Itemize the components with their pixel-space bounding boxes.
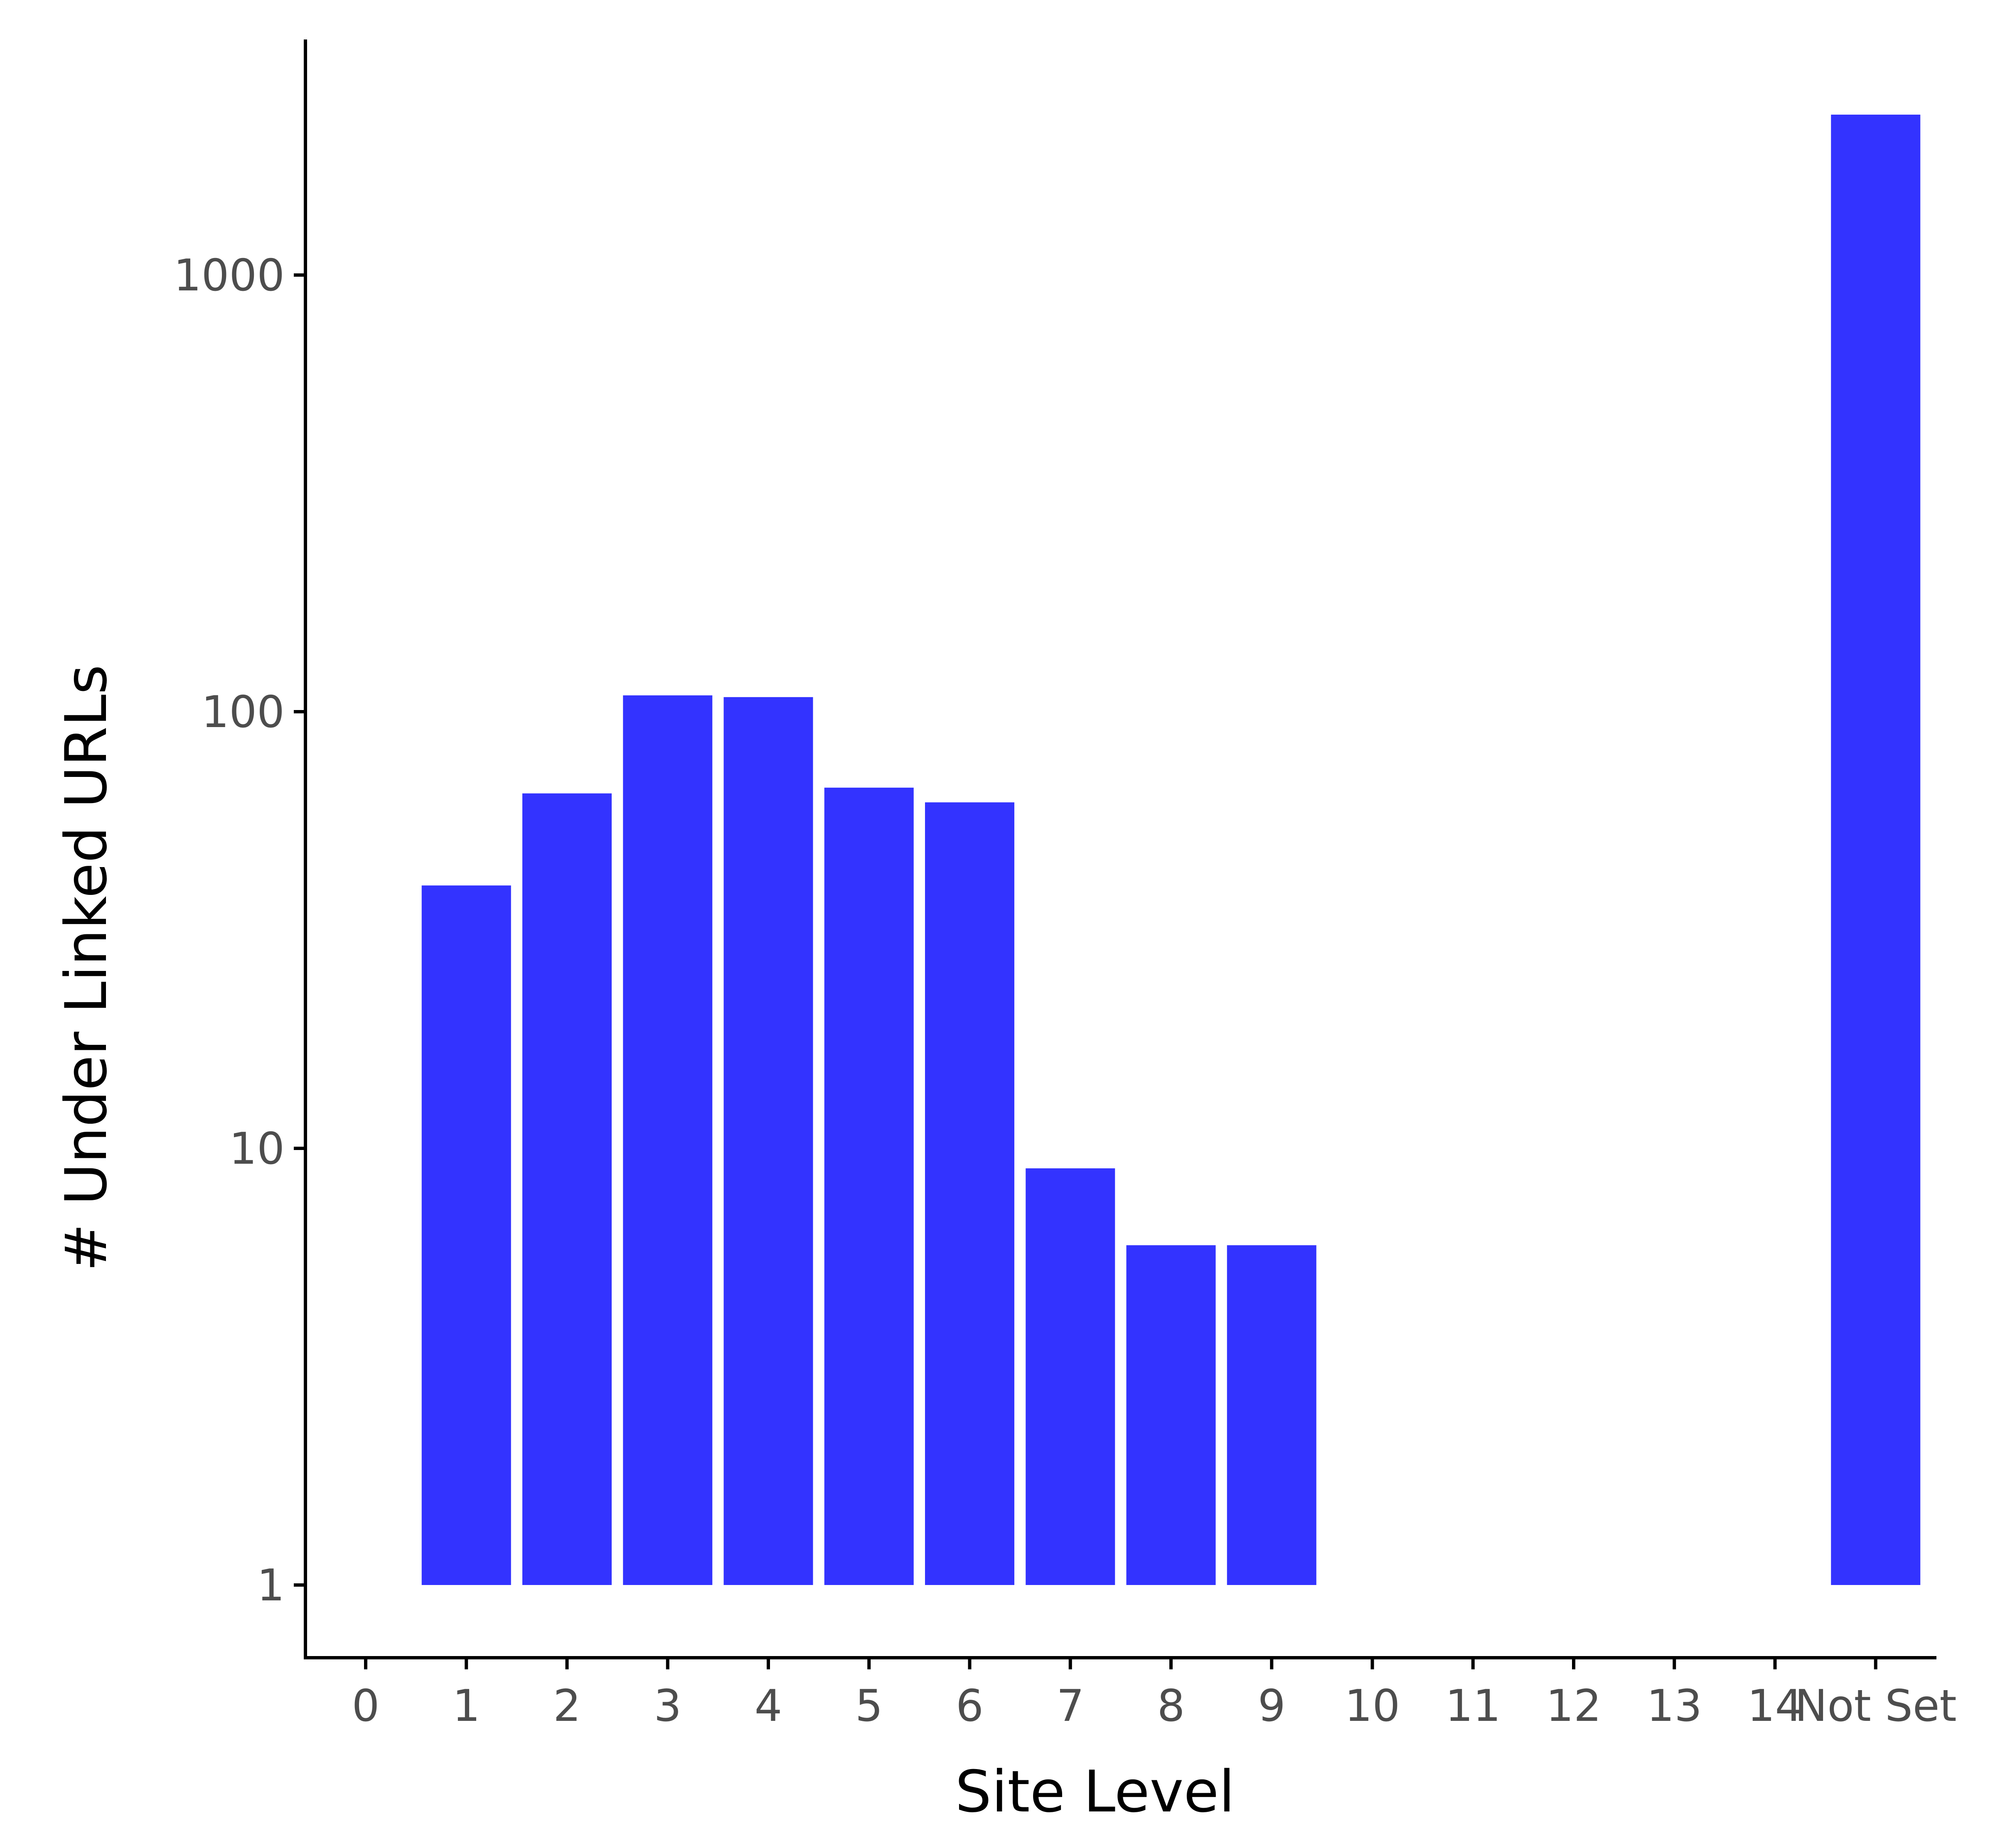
- bar-2: [522, 793, 612, 1585]
- x-tick-label: 2: [553, 1681, 581, 1731]
- bar-4: [723, 697, 813, 1585]
- x-tick-label: 0: [352, 1681, 380, 1731]
- x-tick-label: 4: [755, 1681, 782, 1731]
- x-tick-label: 14: [1747, 1681, 1803, 1731]
- bar-9: [1227, 1245, 1316, 1585]
- bar-7: [1026, 1168, 1115, 1585]
- x-tick-label: 6: [956, 1681, 984, 1731]
- y-axis-title: # Under Linked URLs: [53, 665, 120, 1272]
- x-tick-label: 12: [1546, 1681, 1602, 1731]
- y-tick-label: 100: [202, 687, 285, 737]
- bars-group: [421, 114, 1921, 1585]
- x-tick-label: 7: [1056, 1681, 1084, 1731]
- x-tick-label: 10: [1345, 1681, 1400, 1731]
- x-tick-label: 11: [1445, 1681, 1501, 1731]
- x-tick-label: 5: [855, 1681, 883, 1731]
- y-tick-label: 1: [257, 1560, 285, 1611]
- x-tick-label: Not Set: [1795, 1681, 1957, 1731]
- bar-5: [824, 787, 914, 1585]
- y-tick-label: 10: [229, 1123, 285, 1174]
- x-tick-label: 8: [1157, 1681, 1185, 1731]
- y-axis-ticks: 1 10 100 1000: [174, 250, 305, 1611]
- bar-1: [421, 885, 511, 1585]
- bar-3: [623, 695, 713, 1585]
- x-tick-label: 3: [654, 1681, 681, 1731]
- x-tick-label: 1: [453, 1681, 480, 1731]
- bar-6: [925, 802, 1014, 1585]
- bar-8: [1126, 1245, 1216, 1585]
- x-tick-label: 9: [1258, 1681, 1286, 1731]
- x-axis-title: Site Level: [955, 1758, 1235, 1825]
- y-tick-label: 1000: [174, 250, 285, 301]
- bar-not-set: [1831, 114, 1921, 1585]
- x-tick-label: 13: [1646, 1681, 1702, 1731]
